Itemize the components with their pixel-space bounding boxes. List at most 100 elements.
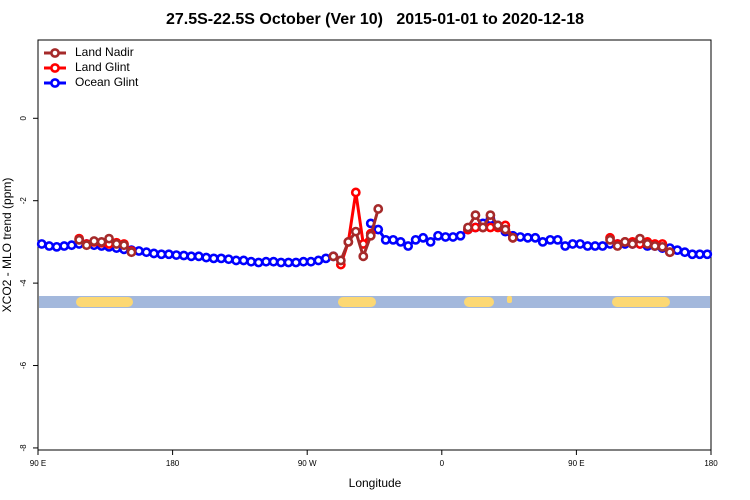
chart-title: 27.5S-22.5S October (Ver 10) 2015-01-01 … (166, 11, 584, 28)
data-point (620, 237, 630, 247)
data-point (530, 232, 541, 243)
data-point (492, 220, 503, 231)
data-point (193, 251, 204, 262)
data-point (276, 257, 286, 268)
legend-marker (50, 78, 60, 88)
data-point (328, 251, 339, 262)
data-point (478, 222, 488, 233)
data-point (350, 187, 361, 198)
data-point (111, 239, 122, 249)
data-point (679, 247, 690, 258)
data-point (650, 241, 660, 251)
data-point (66, 240, 77, 251)
data-point (395, 237, 406, 247)
data-point (470, 210, 481, 221)
data-point (410, 234, 421, 245)
data-point (134, 246, 144, 256)
data-point (672, 245, 683, 256)
data-point (664, 247, 675, 258)
data-point (657, 241, 668, 252)
x-tick-label: 90 W (298, 459, 317, 468)
data-point (373, 204, 384, 214)
data-point (485, 210, 496, 221)
data-point (448, 232, 458, 242)
data-point (597, 241, 608, 251)
data-point (44, 241, 55, 251)
data-point (425, 237, 436, 247)
data-point (350, 226, 361, 237)
data-point (440, 232, 451, 242)
data-point (388, 234, 399, 245)
data-point (560, 241, 571, 251)
data-point (163, 249, 174, 260)
data-point (627, 239, 638, 249)
data-point (702, 249, 713, 260)
data-point (500, 224, 511, 235)
data-point (178, 250, 189, 261)
data-point (403, 241, 414, 251)
data-point (463, 222, 473, 233)
data-point (433, 230, 443, 241)
data-point (171, 250, 182, 260)
legend-label: Land Nadir (75, 45, 134, 59)
data-point (552, 234, 563, 245)
data-point (216, 253, 227, 264)
data-point (687, 249, 698, 260)
data-point (537, 237, 548, 247)
data-point (283, 257, 294, 268)
data-point (507, 232, 518, 243)
data-point (522, 232, 533, 243)
legend-marker (50, 63, 60, 73)
data-point (208, 253, 219, 264)
data-point (74, 234, 85, 245)
data-point (126, 247, 137, 258)
data-point (156, 249, 167, 260)
data-point (36, 239, 47, 249)
data-point (380, 234, 391, 245)
data-point (298, 256, 309, 267)
data-point (373, 224, 384, 235)
data-point (96, 237, 107, 247)
data-point (253, 257, 264, 268)
data-point (104, 233, 114, 244)
data-point (694, 249, 705, 260)
data-point (485, 222, 496, 233)
data-point (642, 239, 653, 249)
data-point (186, 251, 197, 262)
data-point (81, 240, 92, 251)
data-point (149, 248, 159, 259)
land-patch (464, 297, 494, 307)
data-point (455, 230, 466, 241)
data-point (261, 256, 271, 267)
x-tick-label: 0 (440, 459, 445, 468)
data-point (612, 241, 623, 251)
data-point (515, 232, 526, 242)
data-point (582, 241, 593, 251)
land-mask-strip (39, 296, 710, 308)
data-point (343, 237, 354, 247)
data-point (238, 255, 249, 266)
data-point (470, 222, 481, 233)
y-tick-label: 0 (19, 116, 28, 121)
data-point (320, 253, 331, 264)
data-point (51, 241, 62, 252)
data-point (313, 255, 324, 266)
y-tick-label: -8 (19, 444, 28, 452)
data-point (635, 233, 645, 244)
data-point (246, 256, 257, 267)
data-point (418, 232, 429, 243)
legend-label: Land Glint (75, 60, 130, 74)
data-point (201, 252, 212, 263)
data-point (223, 254, 234, 265)
data-point (306, 256, 316, 267)
data-point (605, 234, 615, 245)
data-point (335, 255, 346, 266)
data-point (590, 241, 600, 251)
legend-label: Ocean Glint (75, 75, 139, 89)
y-tick-label: -2 (19, 197, 28, 205)
data-point (575, 239, 586, 249)
y-axis-label: XCO2 - MLO trend (ppm) (0, 178, 14, 313)
x-axis-label: Longitude (349, 476, 402, 490)
x-tick-label: 90 E (30, 459, 46, 468)
